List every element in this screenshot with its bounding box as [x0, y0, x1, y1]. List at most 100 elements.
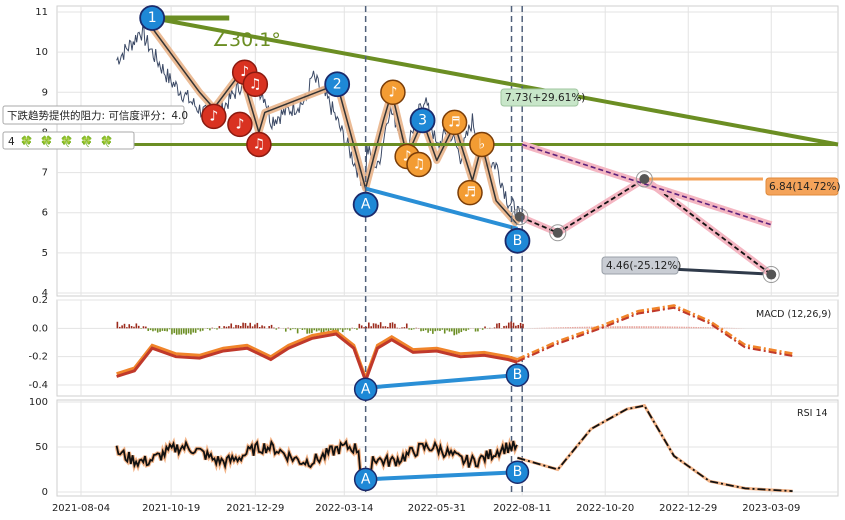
indicator-value-0: 4: [8, 136, 15, 148]
x-tick-label: 2023-03-09: [742, 503, 800, 514]
macd-histogram-bar: [498, 323, 501, 329]
macd-histogram-bar: [657, 326, 659, 329]
pivot-marker: B: [504, 227, 531, 254]
macd-histogram-bar: [356, 328, 358, 330]
macd-histogram-bar: [303, 328, 306, 330]
macd-histogram-bar: [586, 326, 588, 329]
svg-text:A: A: [361, 471, 371, 487]
price-y-tick-label: 5: [42, 248, 48, 259]
lower-target-callout: 4.46(-25.12%): [601, 256, 681, 275]
resistance-callout: 下跌趋势提供的阻力: 可信度评分：4.0: [2, 105, 188, 125]
macd-histogram-bar: [448, 328, 451, 332]
macd-histogram-bar: [187, 328, 190, 334]
macd-histogram-bar: [140, 328, 142, 329]
macd-divergence-marker: B: [505, 363, 530, 387]
macd-histogram-bar: [254, 324, 256, 329]
macd-histogram-bar: [384, 326, 387, 329]
macd-histogram-bar: [427, 328, 429, 333]
trendline-value-label: 7.73(+29.61%): [505, 92, 585, 104]
macd-histogram-bar: [244, 323, 247, 329]
svg-text:A: A: [361, 381, 371, 397]
svg-text:♪: ♪: [240, 64, 249, 80]
macd-histogram-bar: [339, 328, 342, 330]
macd-histogram-bar: [334, 328, 337, 331]
macd-histogram-bar: [261, 325, 263, 329]
macd-histogram-bar: [439, 328, 441, 331]
macd-histogram-bar: [726, 327, 728, 329]
macd-histogram-bar: [320, 328, 323, 333]
macd-histogram-bar: [351, 327, 354, 329]
svg-text:♬: ♬: [464, 185, 477, 201]
x-tick-label: 2022-12-29: [659, 503, 717, 514]
macd-histogram-bar: [194, 328, 197, 333]
upper-target-label: 6.84(14.72%): [769, 181, 841, 193]
x-tick-label: 2021-10-19: [142, 503, 200, 514]
macd-signal-forecast-line: [516, 306, 793, 363]
macd-histogram-bar: [560, 327, 562, 329]
svg-text:♪: ♪: [403, 149, 412, 165]
macd-histogram-bar: [462, 328, 465, 331]
macd-histogram-bar: [434, 328, 437, 332]
indicator-value-2: 🍀: [40, 135, 53, 148]
macd-histogram-bar: [458, 328, 460, 334]
macd-histogram-bar: [232, 327, 235, 329]
lower-target-arrow: [667, 267, 764, 276]
macd-histogram-bar: [564, 327, 567, 329]
macd-histogram-bar: [645, 326, 648, 329]
svg-text:♬: ♬: [448, 114, 461, 130]
macd-histogram-bar: [149, 328, 152, 331]
svg-text:♪: ♪: [388, 84, 397, 100]
macd-histogram-bar: [512, 322, 515, 329]
price-y-tick-label: 7: [42, 168, 48, 179]
note-marker: ♪: [227, 111, 253, 138]
macd-histogram-bar: [436, 328, 439, 331]
note-marker: ♭: [469, 131, 495, 158]
macd-histogram-bar: [171, 328, 173, 335]
macd-histogram-bar: [396, 327, 399, 329]
forecast-node: [639, 173, 650, 184]
macd-histogram-bar: [180, 328, 183, 335]
macd-histogram-bar: [190, 328, 192, 335]
macd-histogram-bar: [507, 322, 510, 329]
price-y-tick-label: 6: [42, 208, 48, 219]
macd-histogram-bar: [377, 324, 380, 329]
macd-histogram-bar: [432, 328, 434, 334]
x-tick-label: 2022-10-20: [576, 503, 634, 514]
macd-histogram-bar: [662, 326, 664, 329]
macd-histogram-bar: [375, 323, 377, 329]
macd-layer: AB: [116, 304, 793, 401]
macd-histogram-bar: [173, 328, 176, 334]
indicator-value-1: 🍀: [20, 135, 33, 148]
macd-histogram-bar: [185, 328, 187, 335]
x-tick-label: 2022-05-31: [408, 503, 466, 514]
macd-histogram-bar: [583, 326, 586, 329]
macd-histogram-bar: [410, 328, 413, 330]
indicator-value-3: 🍀: [60, 135, 73, 148]
macd-histogram-bar: [382, 326, 384, 329]
macd-histogram-bar: [519, 322, 522, 329]
macd-histogram-bar: [647, 326, 650, 329]
svg-text:♫: ♫: [413, 157, 426, 173]
macd-histogram-bar: [711, 327, 714, 329]
macd-histogram-bar: [477, 328, 479, 332]
macd-histogram-bar: [576, 326, 579, 329]
svg-text:2: 2: [333, 76, 342, 92]
macd-histogram-bar: [237, 325, 240, 329]
macd-histogram-bar: [251, 326, 254, 329]
macd-histogram-bar: [313, 328, 316, 331]
macd-histogram-bar: [311, 328, 313, 334]
trendline-value-callout: 7.73(+29.61%): [500, 88, 585, 107]
macd-histogram-bar: [322, 328, 325, 334]
macd-histogram-bar: [121, 325, 123, 329]
macd-histogram-bar: [206, 328, 209, 329]
macd-histogram-bar: [624, 326, 626, 329]
angle-label: ∠30.1°: [212, 29, 281, 51]
macd-histogram-bar: [605, 326, 607, 329]
macd-histogram-bar: [588, 326, 591, 329]
macd-histogram-bar: [503, 325, 505, 329]
macd-histogram-bar: [394, 323, 396, 329]
pivot-marker: A: [352, 191, 379, 218]
macd-histogram-bar: [168, 328, 171, 330]
macd-histogram-bar: [123, 323, 126, 329]
